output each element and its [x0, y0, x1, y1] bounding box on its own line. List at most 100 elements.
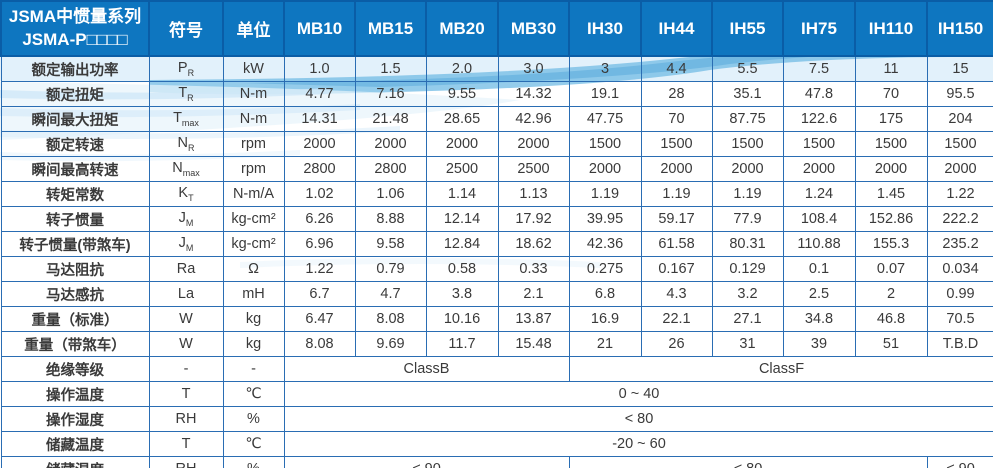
row-symbol: JM: [148, 231, 224, 257]
value-IH44: 70: [640, 106, 713, 132]
value-IH55: 2000: [711, 156, 784, 182]
col-header-model-IH44: IH44: [640, 0, 713, 57]
value-MB15: 1.06: [354, 181, 427, 207]
value-IH30: 21: [568, 331, 642, 357]
value-IH30: 47.75: [568, 106, 642, 132]
row-label: 操作湿度: [0, 406, 150, 432]
value-MB30: 1.13: [497, 181, 570, 207]
row-symbol: La: [148, 281, 224, 307]
value-MB15: 2800: [354, 156, 427, 182]
value-IH110: 175: [854, 106, 928, 132]
value-IH44: 4.3: [640, 281, 713, 307]
spec-row: 马达感抗 La mH 6.7 4.7 3.8 2.1 6.8 4.3 3.2 2.5 2 0.99: [0, 281, 993, 307]
value-MB20: 1.14: [425, 181, 499, 207]
table-title-line1: JSMA中惯量系列: [8, 6, 142, 26]
value-IH110: 51: [854, 331, 928, 357]
value-IH75: 122.6: [782, 106, 856, 132]
value-MB10: 6.26: [283, 206, 356, 232]
row-symbol: -: [148, 356, 224, 382]
value-IH44: 22.1: [640, 306, 713, 332]
header-row: JSMA中惯量系列 JSMA-P□□□□ 符号 单位 MB10 MB15 MB20 M…: [0, 0, 993, 57]
row-label: 转子惯量(带煞车): [0, 231, 150, 257]
spec-row: 额定扭矩 TR N-m 4.77 7.16 9.55 14.32 19.1 28 35.1 47.8…: [0, 81, 993, 107]
row-symbol: Ra: [148, 256, 224, 282]
value-IH110: 70: [854, 81, 928, 107]
value-IH55: 1.19: [711, 181, 784, 207]
row-unit: -: [222, 356, 285, 382]
value-IH30: 19.1: [568, 81, 642, 107]
row-label: 储藏湿度: [0, 456, 150, 468]
merged-value: < 80: [568, 456, 928, 468]
merged-value: < 80: [283, 406, 993, 432]
row-unit: N-m: [222, 81, 285, 107]
value-IH30: 6.8: [568, 281, 642, 307]
value-IH75: 2000: [782, 156, 856, 182]
value-IH30: 39.95: [568, 206, 642, 232]
value-MB10: 1.02: [283, 181, 356, 207]
value-IH150: 95.5: [926, 81, 993, 107]
value-IH110: 11: [854, 55, 928, 82]
value-IH150: 2000: [926, 156, 993, 182]
row-label: 马达阻抗: [0, 256, 150, 282]
value-MB20: 0.58: [425, 256, 499, 282]
value-IH150: 0.034: [926, 256, 993, 282]
value-IH110: 152.86: [854, 206, 928, 232]
value-MB15: 9.69: [354, 331, 427, 357]
value-MB10: 4.77: [283, 81, 356, 107]
row-symbol: RH: [148, 406, 224, 432]
value-MB15: 9.58: [354, 231, 427, 257]
value-IH150: 235.2: [926, 231, 993, 257]
row-symbol: T: [148, 431, 224, 457]
value-IH30: 2000: [568, 156, 642, 182]
spec-table-body: 额定输出功率 PR kW 1.0 1.5 2.0 3.0 3 4.4 5.5 7.5 11 15 额定扭矩…: [0, 55, 993, 468]
value-MB20: 10.16: [425, 306, 499, 332]
row-unit: N-m/A: [222, 181, 285, 207]
value-MB30: 2000: [497, 131, 570, 157]
value-MB30: 2500: [497, 156, 570, 182]
value-MB15: 21.48: [354, 106, 427, 132]
value-MB10: 1.0: [283, 55, 356, 82]
value-MB10: 1.22: [283, 256, 356, 282]
value-IH44: 59.17: [640, 206, 713, 232]
merged-value: 0 ~ 40: [283, 381, 993, 407]
value-IH150: 1500: [926, 131, 993, 157]
col-header-model-IH55: IH55: [711, 0, 784, 57]
value-IH55: 0.129: [711, 256, 784, 282]
row-label: 马达感抗: [0, 281, 150, 307]
value-IH44: 0.167: [640, 256, 713, 282]
row-unit: N-m: [222, 106, 285, 132]
value-IH110: 2000: [854, 156, 928, 182]
value-MB30: 3.0: [497, 55, 570, 82]
row-symbol: TR: [148, 81, 224, 107]
value-MB20: 11.7: [425, 331, 499, 357]
row-unit: kg: [222, 331, 285, 357]
value-MB20: 2500: [425, 156, 499, 182]
value-MB20: 12.84: [425, 231, 499, 257]
spec-row: 额定转速 NR rpm 2000 2000 2000 2000 1500 1500 1500 150…: [0, 131, 993, 157]
table-title-line2: JSMA-P□□□□: [22, 29, 128, 49]
value-IH55: 87.75: [711, 106, 784, 132]
spec-row-merged: 储藏湿度RH%< 90< 80< 90: [0, 456, 993, 468]
value-MB10: 6.47: [283, 306, 356, 332]
spec-row: 马达阻抗 Ra Ω 1.22 0.79 0.58 0.33 0.275 0.167 0.129 0.…: [0, 256, 993, 282]
value-MB30: 15.48: [497, 331, 570, 357]
spec-row: 转子惯量 JM kg-cm² 6.26 8.88 12.14 17.92 39.95 59.17…: [0, 206, 993, 232]
value-MB15: 1.5: [354, 55, 427, 82]
row-label: 重量（带煞车）: [0, 331, 150, 357]
value-MB10: 6.96: [283, 231, 356, 257]
value-IH55: 1500: [711, 131, 784, 157]
row-unit: kg-cm²: [222, 206, 285, 232]
merged-value: ClassB: [283, 356, 570, 382]
row-symbol: RH: [148, 456, 224, 468]
value-IH44: 28: [640, 81, 713, 107]
value-IH150: T.B.D: [926, 331, 993, 357]
spec-row-merged: 操作温度 T ℃ 0 ~ 40: [0, 381, 993, 407]
value-IH75: 0.1: [782, 256, 856, 282]
value-IH75: 2.5: [782, 281, 856, 307]
value-MB10: 2000: [283, 131, 356, 157]
value-IH55: 27.1: [711, 306, 784, 332]
